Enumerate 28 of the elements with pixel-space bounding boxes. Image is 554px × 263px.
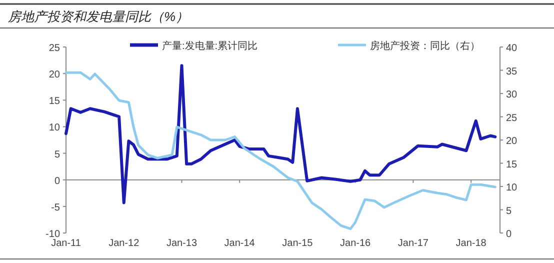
y2-tick-label: 25 [506,112,518,124]
y2-tick-label: 15 [506,159,518,170]
y2-tick-label: 40 [506,43,518,54]
y-tick-label: 20 [48,70,60,81]
legend-label: 产量:发电量:累计同比 [162,40,258,52]
y2-tick-label: 5 [506,206,512,217]
y-tick-label: 0 [54,176,60,187]
legend-label: 房地产投资：同比（右） [370,40,480,52]
x-tick-label: Jan-16 [340,238,372,249]
y-tick-label: 25 [48,43,60,54]
x-tick-label: Jan-15 [282,238,314,249]
x-tick-label: Jan-17 [398,238,429,249]
y-tick-label: -10 [46,229,60,240]
y2-tick-label: 10 [506,182,518,194]
x-tick-label: Jan-11 [51,238,82,249]
y2-tick-label: 35 [506,66,518,78]
x-tick-label: Jan-14 [224,238,256,249]
x-tick-label: Jan-18 [456,238,487,249]
x-tick-label: Jan-12 [108,238,140,249]
y-tick-label: 5 [54,149,60,160]
y2-tick-label: 20 [506,136,518,147]
chart-title: 房地产投资和发电量同比（%） [8,9,189,24]
y2-tick-label: 0 [506,229,512,240]
y2-tick-label: 30 [506,90,518,100]
y-tick-label: 10 [48,122,60,134]
y-tick-label: -5 [51,202,60,214]
y-tick-label: 15 [48,96,60,108]
x-tick-label: Jan-13 [166,238,198,249]
